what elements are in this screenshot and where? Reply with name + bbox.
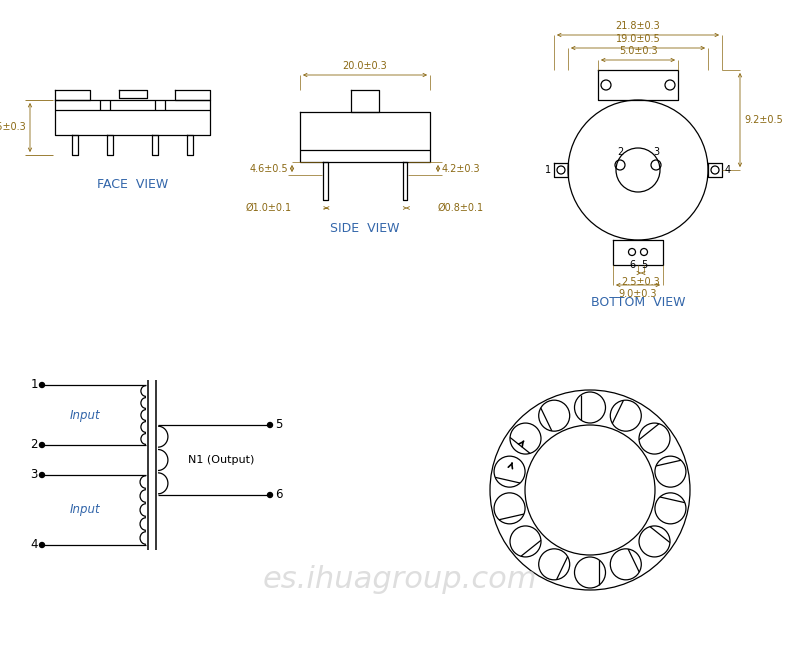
Text: 5: 5 [275, 419, 282, 432]
Text: Input: Input [70, 503, 101, 516]
Text: FACE  VIEW: FACE VIEW [97, 178, 168, 192]
Text: 3: 3 [653, 147, 659, 157]
Text: BOTTOM  VIEW: BOTTOM VIEW [591, 297, 685, 310]
Text: 5: 5 [641, 260, 647, 270]
Text: es.ihuagroup.com: es.ihuagroup.com [262, 566, 537, 594]
Text: 4: 4 [30, 538, 38, 551]
Text: 5.0±0.3: 5.0±0.3 [619, 46, 657, 56]
Circle shape [267, 492, 273, 498]
Text: 1: 1 [30, 378, 38, 391]
Text: 2: 2 [30, 439, 38, 452]
Text: 4: 4 [725, 165, 731, 175]
Circle shape [40, 472, 44, 478]
Text: 19.0±0.5: 19.0±0.5 [615, 34, 661, 44]
Text: 3: 3 [31, 469, 38, 481]
Text: 6: 6 [275, 489, 282, 502]
Circle shape [40, 382, 44, 388]
Text: 20.0±0.3: 20.0±0.3 [343, 61, 387, 71]
Text: Input: Input [70, 408, 101, 421]
Text: Ø0.8±0.1: Ø0.8±0.1 [438, 203, 484, 213]
Text: 2.5±0.3: 2.5±0.3 [622, 277, 661, 287]
Text: 4.6±0.5: 4.6±0.5 [249, 163, 288, 174]
Text: 4.2±0.3: 4.2±0.3 [442, 163, 481, 174]
Text: N1 (Output): N1 (Output) [188, 455, 255, 465]
Text: Ø1.0±0.1: Ø1.0±0.1 [246, 203, 292, 213]
Text: 9.2±0.5: 9.2±0.5 [744, 115, 783, 125]
Text: 9.0±0.3: 9.0±0.3 [619, 289, 657, 299]
Circle shape [267, 422, 273, 428]
Text: 21.8±0.3: 21.8±0.3 [615, 21, 661, 31]
Text: 1: 1 [545, 165, 551, 175]
Text: 7.5±0.3: 7.5±0.3 [0, 122, 26, 132]
Text: SIDE  VIEW: SIDE VIEW [330, 222, 400, 235]
Text: 2: 2 [617, 147, 623, 157]
Circle shape [40, 443, 44, 448]
Text: 6: 6 [629, 260, 635, 270]
Circle shape [40, 542, 44, 548]
